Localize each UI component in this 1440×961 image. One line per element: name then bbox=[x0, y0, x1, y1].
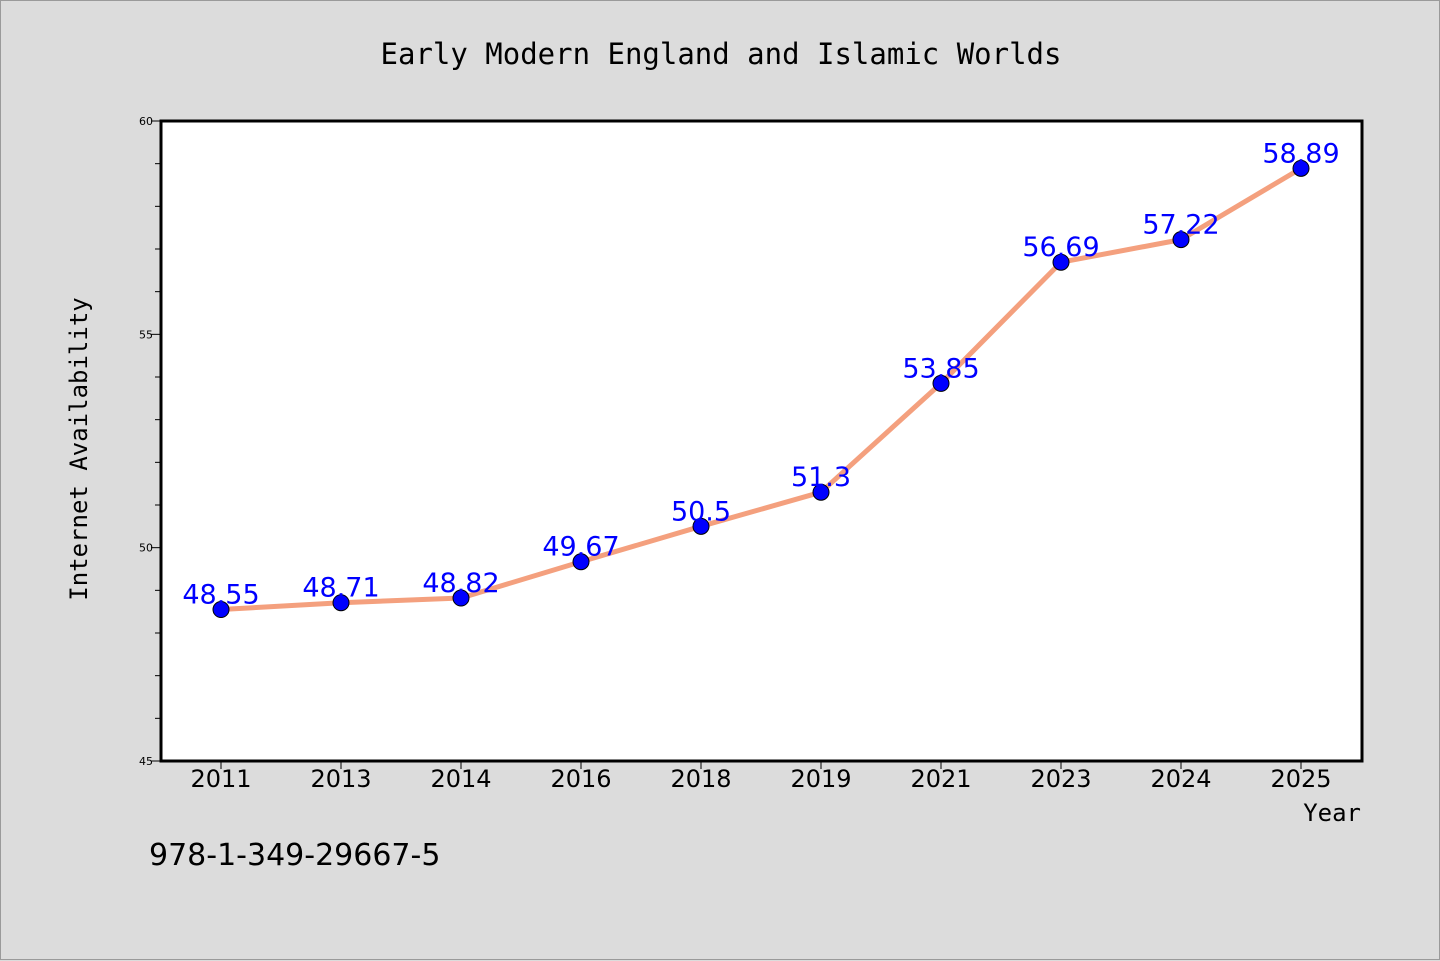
x-tick-label: 2014 bbox=[430, 765, 491, 793]
data-point bbox=[572, 553, 590, 571]
x-tick-label: 2013 bbox=[310, 765, 371, 793]
x-tick-label: 2018 bbox=[670, 765, 731, 793]
x-tick-label: 2011 bbox=[190, 765, 251, 793]
data-point bbox=[332, 594, 350, 612]
data-point bbox=[1052, 253, 1070, 271]
data-label: 48.82 bbox=[422, 568, 499, 599]
data-point bbox=[1292, 159, 1310, 177]
x-tick-label: 2023 bbox=[1030, 765, 1091, 793]
x-tick-label: 2016 bbox=[550, 765, 611, 793]
y-tick-label: 45 bbox=[139, 755, 153, 768]
data-point bbox=[1172, 231, 1190, 249]
data-label: 56.69 bbox=[1022, 232, 1099, 263]
data-label: 58.89 bbox=[1262, 138, 1339, 169]
data-label: 51.3 bbox=[791, 462, 851, 493]
data-point bbox=[932, 374, 950, 392]
data-label: 57.22 bbox=[1142, 210, 1219, 241]
y-tick-label: 55 bbox=[139, 328, 153, 341]
x-tick-label: 2024 bbox=[1150, 765, 1211, 793]
y-axis: 45 50 55 60 bbox=[139, 115, 161, 768]
isbn-annotation: 978-1-349-29667-5 bbox=[149, 838, 440, 873]
data-point bbox=[692, 517, 710, 535]
y-tick-label: 60 bbox=[139, 115, 153, 128]
chart-title: Early Modern England and Islamic Worlds bbox=[381, 37, 1062, 71]
data-point bbox=[212, 601, 230, 619]
data-label: 48.55 bbox=[182, 580, 259, 611]
data-point bbox=[812, 483, 830, 501]
plot-area bbox=[159, 119, 1364, 763]
x-tick-label: 2025 bbox=[1270, 765, 1331, 793]
x-axis-label: Year bbox=[1303, 799, 1361, 827]
x-tick-label: 2021 bbox=[910, 765, 971, 793]
data-label: 48.71 bbox=[302, 573, 379, 604]
series-layer: 48.55 48.71 48.82 49.67 50.5 51.3 53.85 56.69 57… bbox=[182, 138, 1340, 619]
series-line bbox=[218, 165, 1304, 613]
data-label: 53.85 bbox=[902, 353, 979, 384]
data-label: 50.5 bbox=[671, 496, 731, 527]
x-axis: 2011 2013 2014 2016 2018 2019 2021 2023 2024 2025 bbox=[190, 761, 1332, 793]
data-point bbox=[452, 589, 470, 607]
y-tick-label: 50 bbox=[139, 542, 153, 555]
y-axis-label: Internet Availability bbox=[65, 297, 93, 600]
data-label: 49.67 bbox=[542, 532, 619, 563]
x-tick-label: 2019 bbox=[790, 765, 851, 793]
